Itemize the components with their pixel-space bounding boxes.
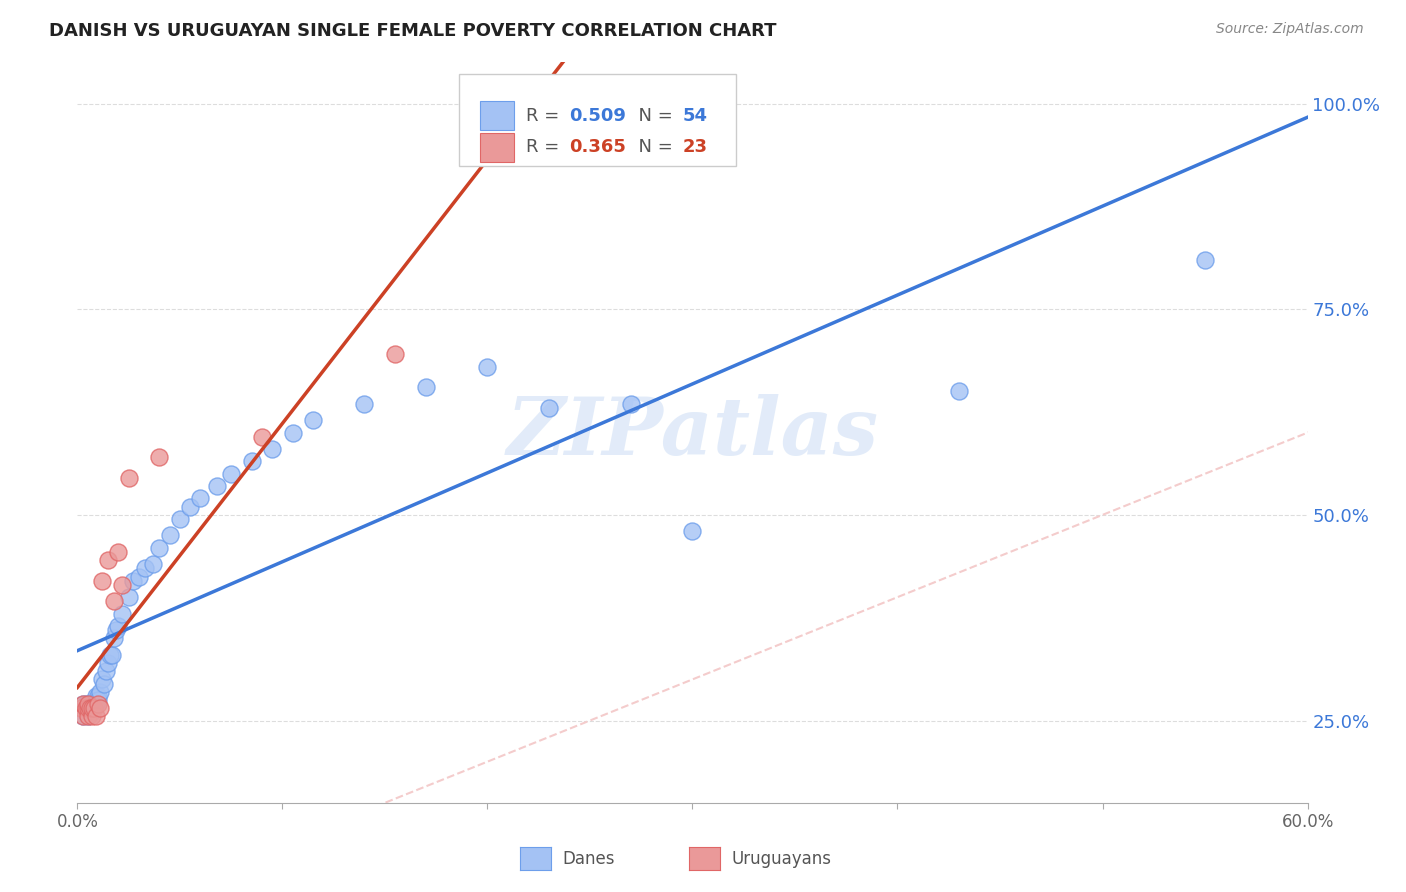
Point (79, 701, 101, 715)
Point (72, 709, 94, 723)
Text: N =: N = (627, 106, 679, 125)
Point (98, 648, 121, 662)
Point (72, 709, 94, 723)
Point (101, 648, 124, 662)
Point (281, 425, 304, 440)
Point (128, 569, 150, 583)
Point (80, 701, 103, 715)
Point (87, 697, 110, 711)
Point (76, 697, 98, 711)
FancyBboxPatch shape (458, 73, 735, 166)
Point (97, 553, 120, 567)
Point (103, 594, 125, 608)
Point (70, 701, 93, 715)
Point (107, 619, 129, 633)
Text: ZIPatlas: ZIPatlas (506, 394, 879, 471)
Point (111, 578, 134, 592)
Point (90, 673, 114, 687)
Point (87, 693, 110, 707)
Point (72, 697, 94, 711)
Point (142, 558, 165, 572)
Text: Danes: Danes (562, 849, 614, 868)
Point (117, 590, 139, 604)
Text: Source: ZipAtlas.com: Source: ZipAtlas.com (1216, 22, 1364, 37)
Text: DANISH VS URUGUAYAN SINGLE FEMALE POVERTY CORRELATION CHART: DANISH VS URUGUAYAN SINGLE FEMALE POVERT… (49, 22, 776, 40)
Point (682, 524, 704, 539)
Point (205, 479, 228, 493)
Point (76, 701, 98, 715)
Point (262, 442, 284, 456)
Point (93, 676, 115, 690)
Point (353, 397, 375, 411)
Text: Uruguayans: Uruguayans (731, 849, 831, 868)
Point (75, 697, 97, 711)
Point (134, 561, 156, 575)
Point (72, 697, 94, 711)
Text: 0.365: 0.365 (569, 138, 626, 156)
Point (117, 471, 139, 485)
Point (121, 574, 143, 588)
Point (179, 500, 201, 514)
Point (1194, 252, 1216, 267)
Point (384, 347, 406, 361)
Point (79, 697, 101, 711)
Point (80, 706, 103, 720)
Text: 0.509: 0.509 (569, 106, 626, 125)
Point (83, 701, 105, 715)
Bar (479, 134, 515, 161)
Point (84, 709, 107, 723)
Point (620, 397, 643, 411)
Point (240, 454, 263, 468)
Point (84, 689, 107, 703)
Point (76, 697, 98, 711)
Text: R =: R = (526, 138, 565, 156)
Point (302, 413, 325, 427)
Point (148, 541, 170, 555)
Point (159, 528, 181, 542)
Point (148, 450, 170, 465)
Point (250, 430, 273, 444)
Point (80, 697, 103, 711)
Point (89, 701, 111, 715)
Point (80, 709, 103, 723)
Point (169, 512, 191, 526)
Point (107, 545, 129, 559)
Point (75, 701, 97, 715)
Point (75, 706, 97, 720)
Point (79, 706, 101, 720)
Point (477, 359, 499, 374)
Text: N =: N = (627, 138, 679, 156)
Point (90, 574, 114, 588)
Point (83, 701, 105, 715)
Text: 54: 54 (683, 106, 707, 125)
Point (87, 689, 110, 703)
Bar (479, 102, 515, 129)
Point (537, 401, 560, 415)
Point (76, 709, 98, 723)
Point (948, 384, 970, 399)
Text: 23: 23 (683, 138, 707, 156)
Point (84, 697, 107, 711)
Point (415, 380, 437, 394)
Point (103, 632, 125, 646)
Point (79, 701, 101, 715)
Point (219, 467, 242, 481)
Point (105, 623, 128, 637)
Point (70, 701, 93, 715)
Text: R =: R = (526, 106, 565, 125)
Point (97, 656, 120, 670)
Point (89, 685, 111, 699)
Point (76, 701, 98, 715)
Point (111, 607, 134, 621)
Point (83, 697, 105, 711)
Point (188, 491, 212, 506)
Point (76, 709, 98, 723)
Point (94, 664, 117, 678)
